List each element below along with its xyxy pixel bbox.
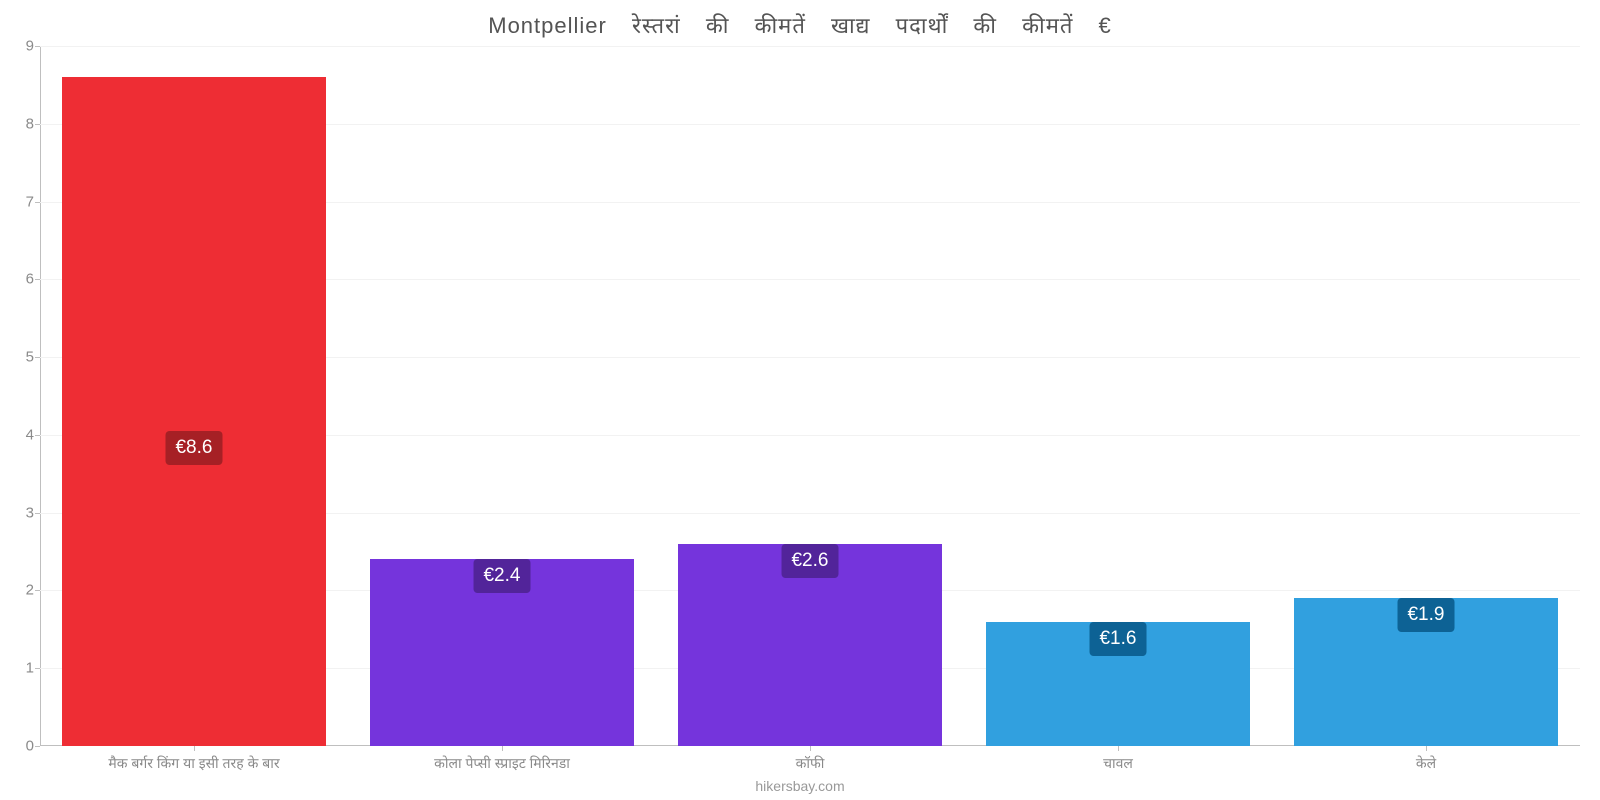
bar-value-label: €1.6 <box>1089 622 1146 656</box>
x-tick-mark <box>1118 746 1119 751</box>
bar: €1.6 <box>986 622 1251 746</box>
y-tick-label: 8 <box>8 115 34 132</box>
y-tick-label: 6 <box>8 271 34 288</box>
y-tick-label: 7 <box>8 193 34 210</box>
y-tick-mark <box>35 46 40 47</box>
y-tick-label: 4 <box>8 426 34 443</box>
bar: €8.6 <box>62 77 327 746</box>
bar: €1.9 <box>1294 598 1559 746</box>
y-tick-label: 5 <box>8 349 34 366</box>
chart-title: Montpellier रेस्तरां की कीमतें खाद्य पदा… <box>0 0 1600 40</box>
bar-value-label: €1.9 <box>1397 598 1454 632</box>
bar-value-label: €2.6 <box>781 544 838 578</box>
bar-value-label: €8.6 <box>165 431 222 465</box>
y-tick-mark <box>35 202 40 203</box>
attribution-text: hikersbay.com <box>755 778 844 794</box>
y-tick-mark <box>35 513 40 514</box>
gridline <box>40 46 1580 47</box>
x-tick-label: कोला पेप्सी स्प्राइट मिरिनडा <box>434 754 570 773</box>
x-tick-label: मैक बर्गर किंग या इसी तरह के बार <box>108 754 279 773</box>
y-tick-label: 1 <box>8 660 34 677</box>
y-tick-mark <box>35 279 40 280</box>
y-tick-label: 2 <box>8 582 34 599</box>
x-tick-mark <box>1426 746 1427 751</box>
y-axis-line <box>40 46 41 746</box>
plot-region: 0123456789€8.6मैक बर्गर किंग या इसी तरह … <box>40 46 1580 746</box>
y-tick-mark <box>35 590 40 591</box>
y-tick-mark <box>35 668 40 669</box>
y-tick-label: 9 <box>8 38 34 55</box>
y-tick-mark <box>35 435 40 436</box>
x-tick-label: कॉफी <box>796 754 825 773</box>
y-tick-label: 3 <box>8 504 34 521</box>
x-tick-label: केले <box>1416 754 1436 773</box>
chart-area: 0123456789€8.6मैक बर्गर किंग या इसी तरह … <box>40 46 1580 746</box>
bar-value-label: €2.4 <box>473 559 530 593</box>
x-tick-mark <box>194 746 195 751</box>
y-tick-mark <box>35 746 40 747</box>
x-tick-label: चावल <box>1103 754 1133 773</box>
x-tick-mark <box>810 746 811 751</box>
y-tick-mark <box>35 124 40 125</box>
y-tick-mark <box>35 357 40 358</box>
bar: €2.4 <box>370 559 635 746</box>
y-tick-label: 0 <box>8 738 34 755</box>
x-tick-mark <box>502 746 503 751</box>
bar: €2.6 <box>678 544 943 746</box>
